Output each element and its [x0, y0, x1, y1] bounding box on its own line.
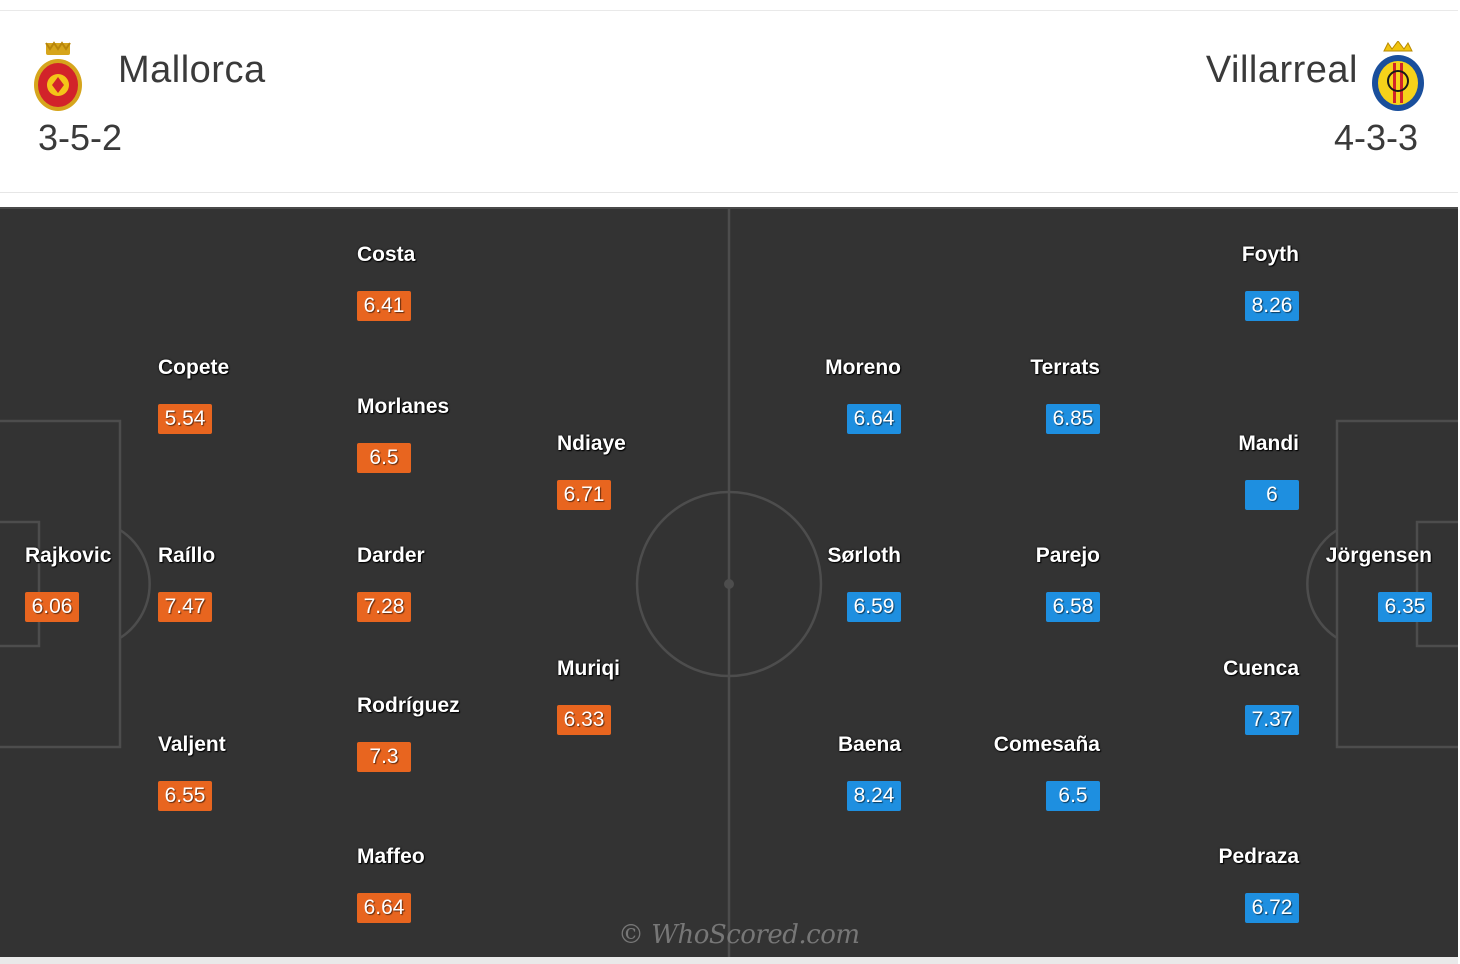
- away-team-name[interactable]: Villarreal: [1205, 49, 1358, 91]
- player-name: Parejo: [1035, 544, 1100, 567]
- player-name: Baena: [837, 733, 901, 756]
- match-header: Mallorca 3-5-2 Villarreal 4-3-3: [0, 10, 1458, 193]
- player-rating-badge: 7.28: [357, 592, 411, 622]
- player-name: Terrats: [1030, 356, 1100, 379]
- player-name: Sørloth: [827, 544, 902, 567]
- player-name: Darder: [357, 544, 425, 567]
- player-name: Valjent: [158, 733, 226, 756]
- player-rating-badge: 6.55: [158, 781, 212, 811]
- player-rating-badge: 6.5: [357, 443, 411, 473]
- away-formation: 4-3-3: [1333, 117, 1418, 158]
- player-name: Jörgensen: [1325, 544, 1432, 567]
- player-rating-badge: 6.64: [357, 893, 411, 923]
- player-name: Morlanes: [357, 395, 450, 418]
- player-name: Ndiaye: [557, 432, 626, 455]
- home-team-name[interactable]: Mallorca: [118, 49, 266, 91]
- bottom-divider: [0, 957, 1458, 964]
- player-rating-badge: 6.41: [357, 291, 411, 321]
- player-rating-badge: 6.5: [1046, 781, 1100, 811]
- player-rating-badge: 6.06: [25, 592, 79, 622]
- mallorca-crest-icon: [34, 41, 82, 111]
- player-name: Cuenca: [1223, 657, 1299, 680]
- player-name: Rodríguez: [357, 694, 460, 717]
- player-name: Copete: [158, 356, 230, 379]
- player-name: Pedraza: [1218, 845, 1299, 868]
- whoscored-watermark: © WhoScored.com: [618, 920, 860, 950]
- player-rating-badge: 6.85: [1046, 404, 1100, 434]
- player-name: Muriqi: [557, 657, 620, 680]
- player-rating-badge: 6.72: [1245, 893, 1299, 923]
- player-rating-badge: 7.3: [357, 742, 411, 772]
- player-name: Moreno: [825, 356, 901, 379]
- player-rating-badge: 7.37: [1245, 705, 1299, 735]
- player-name: Foyth: [1241, 243, 1299, 266]
- player-rating-badge: 6: [1245, 480, 1299, 510]
- player-name: Maffeo: [357, 845, 425, 868]
- player-name: Rajkovic: [25, 544, 112, 567]
- player-name: Comesaña: [993, 733, 1100, 756]
- player-rating-badge: 6.35: [1378, 592, 1432, 622]
- player-rating-badge: 6.58: [1046, 592, 1100, 622]
- player-rating-badge: 8.26: [1245, 291, 1299, 321]
- player-rating-badge: 8.24: [847, 781, 901, 811]
- pitch: Costa 6.41 Copete 5.54 Morlanes 6.5 Ndia…: [0, 207, 1458, 959]
- player-rating-badge: 7.47: [158, 592, 212, 622]
- player-name: Costa: [357, 243, 416, 266]
- pitch-markings: [0, 209, 1458, 959]
- player-rating-badge: 6.71: [557, 480, 611, 510]
- player-rating-badge: 5.54: [158, 404, 212, 434]
- player-name: Raíllo: [158, 544, 216, 567]
- player-name: Mandi: [1238, 432, 1299, 455]
- home-formation: 3-5-2: [38, 117, 123, 158]
- player-rating-badge: 6.33: [557, 705, 611, 735]
- villarreal-crest-icon: [1372, 41, 1424, 111]
- player-rating-badge: 6.59: [847, 592, 901, 622]
- player-rating-badge: 6.64: [847, 404, 901, 434]
